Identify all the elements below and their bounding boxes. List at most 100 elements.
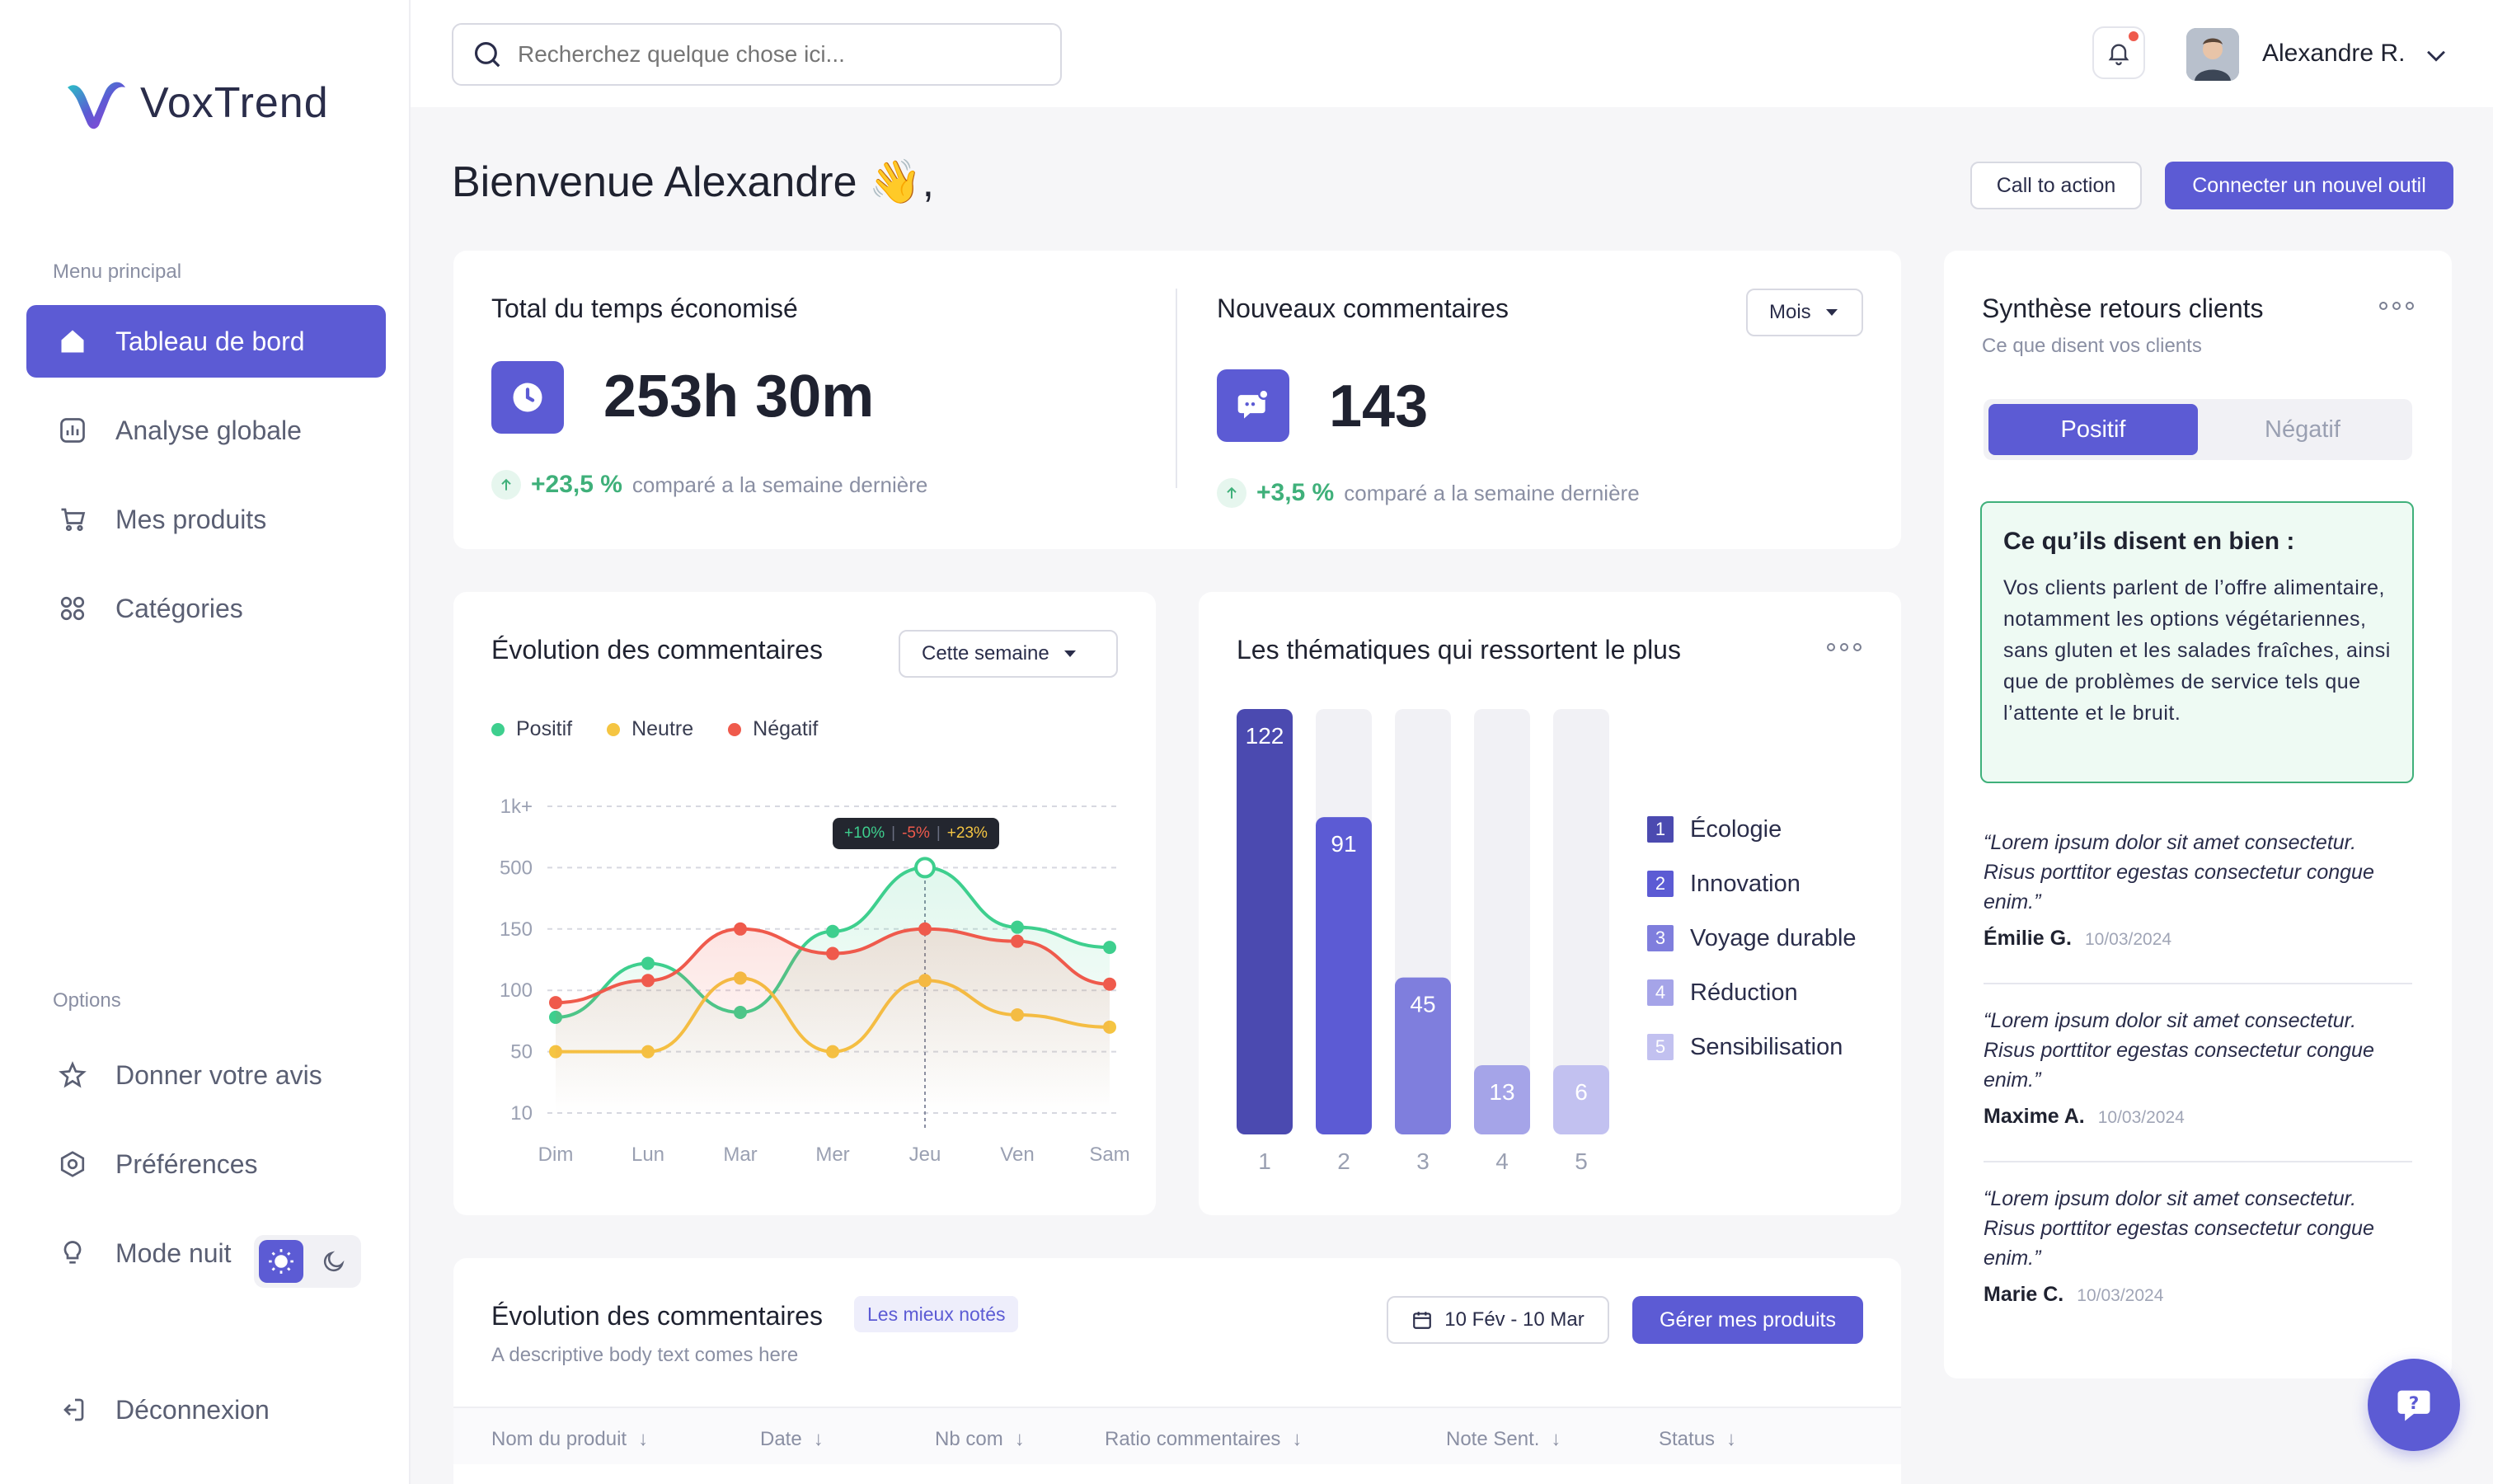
y-tick-label: 10 — [510, 1102, 533, 1125]
moon-icon — [323, 1251, 345, 1272]
categories-icon — [56, 592, 89, 625]
tooltip-neutral: +23% — [946, 824, 988, 842]
data-point — [1103, 977, 1116, 991]
search-input[interactable] — [518, 41, 1045, 68]
bar — [1316, 817, 1372, 1134]
manage-products-button[interactable]: Gérer mes produits — [1632, 1296, 1863, 1344]
positive-summary-box: Ce qu’ils disent en bien : Vos clients p… — [1980, 501, 2414, 783]
data-point — [1103, 941, 1116, 955]
sort-arrow-icon: ↓ — [1014, 1428, 1025, 1450]
x-tick-label: Dim — [538, 1144, 574, 1166]
column-header-sentiment[interactable]: Note Sent. ↓ — [1446, 1428, 1561, 1450]
sidebar-item-night-mode: Mode nuit — [26, 1217, 386, 1289]
feedback-subtitle: Ce que disent vos clients — [1982, 335, 2202, 357]
series-area — [556, 928, 1110, 1113]
light-mode-button[interactable] — [259, 1240, 303, 1283]
avatar[interactable] — [2186, 28, 2239, 81]
data-point — [1011, 934, 1024, 948]
review-quote: “Lorem ipsum dolor sit amet consectetur.… — [1984, 1187, 2374, 1270]
period-dropdown[interactable]: Mois — [1746, 289, 1863, 336]
notifications-button[interactable] — [2092, 26, 2145, 79]
sidebar-item-label: Analyse globale — [115, 415, 302, 445]
divider — [1984, 1161, 2412, 1162]
x-tick-label: Jeu — [909, 1144, 941, 1166]
column-header-status[interactable]: Status ↓ — [1659, 1428, 1737, 1450]
legend-item: 2 Innovation — [1647, 871, 1857, 897]
legend-label: Positif — [516, 717, 573, 740]
dark-mode-button[interactable] — [312, 1240, 356, 1283]
user-photo-icon — [2186, 28, 2239, 81]
data-point — [549, 996, 562, 1010]
y-tick-label: 1k+ — [500, 796, 533, 818]
call-to-action-button[interactable]: Call to action — [1970, 162, 2142, 209]
column-header-count[interactable]: Nb com ↓ — [935, 1428, 1025, 1450]
search-icon — [474, 41, 500, 68]
data-point — [826, 924, 839, 938]
legend-label: Sensibilisation — [1690, 1033, 1843, 1060]
user-name[interactable]: Alexandre R. — [2262, 40, 2406, 67]
themes-card: Les thématiques qui ressortent le plus 1… — [1199, 592, 1901, 1215]
column-header-ratio[interactable]: Ratio commentaires ↓ — [1105, 1428, 1303, 1450]
star-icon — [56, 1059, 89, 1092]
settings-icon — [56, 1148, 89, 1181]
review-author: Émilie G. — [1984, 927, 2072, 950]
more-options-icon[interactable] — [2379, 302, 2414, 310]
sidebar-item-categories[interactable]: Catégories — [26, 572, 386, 645]
brand-logo[interactable]: VoxTrend — [63, 76, 329, 130]
sidebar-item-feedback[interactable]: Donner votre avis — [26, 1039, 386, 1111]
products-title: Évolution des commentaires — [491, 1301, 823, 1331]
review-quote: “Lorem ipsum dolor sit amet consectetur.… — [1984, 831, 2374, 913]
bar-track — [1474, 709, 1530, 1134]
x-tick-label: Sam — [1089, 1144, 1129, 1166]
x-tick-label: 2 — [1337, 1148, 1350, 1174]
bar — [1474, 1065, 1530, 1134]
sidebar-item-dashboard[interactable]: Tableau de bord — [26, 305, 386, 378]
sidebar-item-analysis[interactable]: Analyse globale — [26, 394, 386, 467]
logout-button[interactable]: Déconnexion — [26, 1374, 386, 1446]
chevron-down-icon[interactable] — [2422, 41, 2450, 69]
legend-item-neutral: Neutre — [607, 717, 693, 741]
tab-negative[interactable]: Négatif — [2265, 416, 2340, 443]
notification-badge — [2127, 30, 2140, 43]
week-dropdown[interactable]: Cette semaine — [899, 630, 1118, 678]
chart-tooltip: +10% | -5% | +23% — [833, 818, 999, 849]
bar — [1237, 709, 1293, 1134]
caret-down-icon — [1825, 309, 1838, 316]
data-point — [826, 946, 839, 960]
connect-tool-button[interactable]: Connecter un nouvel outil — [2165, 162, 2453, 209]
legend-item: 5 Sensibilisation — [1647, 1034, 1857, 1060]
legend-item: 4 Réduction — [1647, 979, 1857, 1006]
stats-divider — [1176, 289, 1177, 488]
calendar-icon — [1413, 1312, 1432, 1329]
search-box[interactable] — [452, 23, 1062, 86]
sort-arrow-icon: ↓ — [1292, 1428, 1303, 1450]
tab-positive[interactable]: Positif — [1988, 404, 2198, 455]
sidebar-item-products[interactable]: Mes produits — [26, 483, 386, 556]
data-point — [734, 922, 747, 936]
date-range-value: 10 Fév - 10 Mar — [1444, 1308, 1585, 1331]
bar — [1395, 977, 1451, 1134]
chat-icon-tile — [1217, 369, 1289, 442]
review-quote: “Lorem ipsum dolor sit amet consectetur.… — [1984, 1009, 2374, 1092]
sidebar-item-label: Donner votre avis — [115, 1059, 322, 1090]
trend-percent: +3,5 % — [1256, 479, 1335, 506]
help-chat-button[interactable]: ? — [2368, 1359, 2460, 1451]
help-chat-icon: ? — [2397, 1390, 2430, 1421]
sort-arrow-icon: ↓ — [1551, 1428, 1561, 1450]
review-item: “Lorem ipsum dolor sit amet consectetur.… — [1984, 1184, 2412, 1307]
sun-icon — [269, 1249, 293, 1274]
options-section-label: Options — [53, 989, 121, 1012]
bar-value-label: 45 — [1410, 992, 1435, 1017]
sidebar-item-preferences[interactable]: Préférences — [26, 1128, 386, 1200]
week-value: Cette semaine — [922, 642, 1049, 665]
date-range-picker[interactable]: 10 Fév - 10 Mar — [1387, 1296, 1609, 1344]
more-options-icon[interactable] — [1827, 643, 1862, 651]
theme-toggle[interactable] — [254, 1235, 361, 1288]
menu-section-label: Menu principal — [53, 261, 182, 283]
review-item: “Lorem ipsum dolor sit amet consectetur.… — [1984, 1006, 2412, 1129]
sidebar-item-label: Catégories — [115, 593, 243, 623]
column-header-date[interactable]: Date ↓ — [760, 1428, 824, 1450]
top-rated-badge: Les mieux notés — [854, 1296, 1019, 1332]
review-date: 10/03/2024 — [2077, 1286, 2164, 1305]
column-header-product[interactable]: Nom du produit ↓ — [491, 1428, 649, 1450]
